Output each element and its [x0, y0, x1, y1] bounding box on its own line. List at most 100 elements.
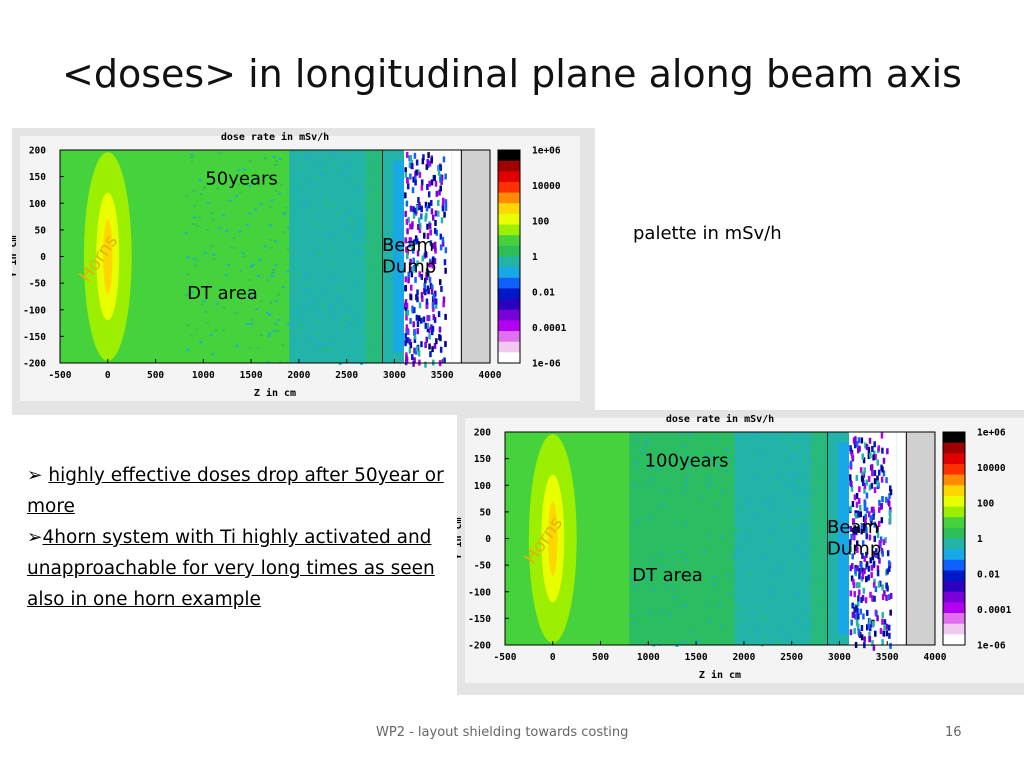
heatmap-cell [431, 329, 434, 336]
heatmap-cell [245, 322, 249, 325]
heatmap-cell [855, 540, 859, 547]
heatmap-cell [676, 484, 680, 487]
heatmap-cell [863, 636, 866, 643]
heatmap-cell [412, 257, 415, 264]
heatmap-cell [882, 539, 886, 546]
heatmap-cell [853, 442, 857, 449]
heatmap-cell [282, 211, 286, 214]
beam-dump-label: Dump [382, 256, 436, 277]
heatmap-cell [411, 305, 414, 312]
heatmap-cell [416, 204, 419, 211]
colorbar-swatch [943, 581, 965, 593]
x-tick-label: 1000 [637, 652, 660, 663]
heatmap-cell [860, 596, 863, 603]
heatmap-cell [677, 550, 681, 553]
heatmap-cell [236, 344, 240, 347]
heatmap-cell [637, 450, 641, 453]
heatmap-cell [724, 447, 728, 450]
heatmap-cell [876, 565, 880, 572]
colorbar-swatch [498, 181, 520, 194]
heatmap-cell [426, 183, 429, 190]
colorbar-swatch [943, 591, 965, 603]
beam-dump-label: Beam [382, 235, 434, 256]
heatmap-cell [868, 631, 871, 638]
heatmap-cell [316, 320, 320, 323]
heatmap-cell [735, 606, 739, 609]
heatmap-cell [715, 503, 719, 506]
heatmap-cell [290, 251, 294, 254]
heatmap-cell [314, 222, 318, 225]
heatmap-cell [427, 202, 431, 209]
heatmap-cell [443, 259, 447, 266]
heatmap-cell [248, 184, 252, 187]
heatmap-cell [849, 629, 853, 636]
heatmap-cell [696, 517, 700, 520]
heatmap-cell [275, 182, 279, 185]
heatmap-cell [648, 624, 652, 627]
heatmap-cell [409, 318, 412, 325]
colorbar-swatch [943, 549, 965, 561]
heatmap-cell [876, 532, 880, 539]
heatmap-cell [410, 271, 414, 278]
heatmap-cell [438, 189, 441, 196]
heatmap-cell [404, 340, 407, 347]
y-tick-label: 200 [474, 428, 491, 439]
heatmap-cell [332, 205, 336, 208]
heatmap-cell [233, 246, 237, 249]
heatmap-cell [649, 478, 653, 481]
heatmap-cell [881, 466, 884, 473]
heatmap-cell [405, 324, 409, 331]
heatmap-cell [859, 511, 863, 518]
heatmap-cell [417, 217, 421, 224]
heatmap-cell [853, 628, 856, 635]
heatmap-cell [211, 353, 215, 356]
heatmap-cell [857, 447, 860, 454]
heatmap-cell [275, 160, 279, 163]
heatmap-cell [865, 561, 869, 568]
heatmap-cell [272, 155, 276, 158]
heatmap-cell [673, 596, 677, 599]
heatmap-cell [431, 242, 435, 249]
heatmap-cell [323, 347, 327, 350]
y-tick-label: 150 [474, 454, 491, 465]
heatmap-cell [434, 220, 437, 227]
heatmap-cell [352, 319, 356, 322]
heatmap-cell [661, 586, 665, 589]
heatmap-cell [408, 162, 412, 169]
heatmap-cell [886, 585, 889, 592]
heatmap-cell [661, 549, 665, 552]
heatmap-cell [728, 592, 732, 595]
heatmap-cell [405, 246, 408, 253]
heatmap-cell [871, 621, 875, 628]
colorbar-swatch [498, 203, 520, 215]
time-label: 100years [645, 451, 729, 472]
heatmap-cell [708, 476, 712, 479]
heatmap-cell [787, 636, 791, 639]
heatmap-cell [415, 159, 419, 166]
heatmap-cell [411, 354, 414, 361]
heatmap-cell [413, 152, 417, 159]
heatmap-cell [287, 323, 291, 326]
heatmap-cell [850, 575, 854, 582]
colorbar-label: 0.0001 [977, 605, 1012, 616]
heatmap-cell [706, 484, 710, 487]
heatmap-cell [195, 328, 199, 331]
heatmap-cell [888, 493, 891, 500]
heatmap-cell [198, 178, 202, 181]
heatmap-cell [335, 361, 339, 364]
heatmap-cell [689, 630, 693, 633]
heatmap-cell [348, 238, 352, 241]
heatmap-cell [877, 520, 881, 527]
beam-dump-core [838, 442, 849, 635]
heatmap-cell [232, 237, 236, 240]
heatmap-cell [443, 211, 446, 218]
heatmap-cell [887, 500, 891, 507]
heatmap-cell [440, 174, 444, 181]
heatmap-cell [266, 361, 270, 364]
heatmap-cell [662, 489, 666, 492]
heatmap-cell [404, 167, 407, 174]
heatmap-cell [857, 613, 860, 620]
heatmap-cell [671, 600, 675, 603]
heatmap-cell [429, 229, 432, 236]
heatmap-cell [776, 640, 780, 643]
